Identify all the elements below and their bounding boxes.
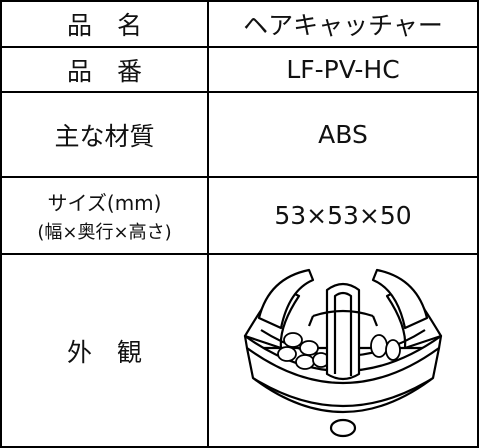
- value: ヘアキャッチャー: [243, 11, 443, 40]
- image-cell: [209, 255, 477, 446]
- label: 主な材質: [54, 121, 155, 151]
- value-cell: ヘアキャッチャー: [209, 2, 477, 46]
- value-cell: ABS: [209, 93, 477, 176]
- label-cell: 品 名: [2, 2, 207, 46]
- value: ABS: [318, 120, 368, 149]
- value: 53×53×50: [274, 201, 412, 230]
- label: 品 番: [66, 56, 142, 86]
- label: 品 名: [66, 11, 142, 40]
- product-illustration: [243, 268, 443, 437]
- value-cell: LF-PV-HC: [209, 48, 477, 91]
- label-cell: サイズ(mm) (幅×奥行×高さ): [2, 178, 207, 253]
- label-cell: 外 観: [2, 255, 207, 446]
- label-cell: 品 番: [2, 48, 207, 91]
- label-note: (幅×奥行×高さ): [37, 222, 172, 243]
- label: サイズ(mm): [47, 191, 162, 215]
- value-cell: 53×53×50: [209, 178, 477, 253]
- label-cell: 主な材質: [2, 93, 207, 176]
- value: LF-PV-HC: [286, 55, 400, 84]
- label: 外 観: [66, 337, 142, 367]
